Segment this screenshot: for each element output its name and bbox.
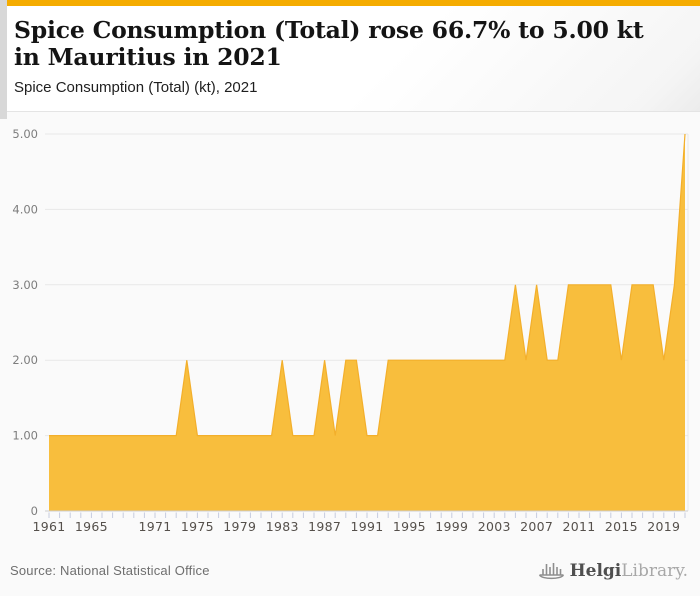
area-series-line bbox=[49, 133, 686, 437]
page-subtitle: Spice Consumption (Total) (kt), 2021 bbox=[14, 78, 258, 96]
source-text: Source: National Statistical Office bbox=[10, 563, 210, 578]
y-axis-label: 2.00 bbox=[12, 353, 38, 367]
x-axis-label: 1987 bbox=[308, 519, 341, 534]
y-axis-label: 5.00 bbox=[12, 127, 38, 141]
x-axis-label: 2019 bbox=[647, 519, 680, 534]
x-axis-label: 1965 bbox=[75, 519, 108, 534]
x-axis-label: 2015 bbox=[605, 519, 638, 534]
page-left-edge bbox=[0, 0, 7, 119]
x-axis-label: 1999 bbox=[435, 519, 468, 534]
y-axis-label: 0 bbox=[31, 504, 38, 518]
header-card: Spice Consumption (Total) rose 66.7% to … bbox=[7, 0, 700, 112]
x-axis-label: 1979 bbox=[223, 519, 256, 534]
y-axis-label: 3.00 bbox=[12, 278, 38, 292]
helgi-logo-icon bbox=[538, 563, 564, 580]
x-axis-label: 2007 bbox=[520, 519, 553, 534]
chart-area: 5.00 4.00 3.00 2.00 1.00 0 1961 1965 1971 1975 197… bbox=[0, 118, 700, 545]
helgi-logo[interactable]: HelgiLibrary. bbox=[538, 559, 688, 582]
page-title: Spice Consumption (Total) rose 66.7% to … bbox=[14, 16, 644, 72]
x-axis-label: 2011 bbox=[562, 519, 595, 534]
logo-text-light: Library. bbox=[621, 560, 688, 581]
area-series bbox=[49, 134, 685, 511]
x-axis-label: 1995 bbox=[393, 519, 426, 534]
x-axis-label: 1971 bbox=[138, 519, 171, 534]
logo-text-bold: Helgi bbox=[569, 560, 622, 581]
x-axis-label: 2003 bbox=[478, 519, 511, 534]
y-axis-label: 4.00 bbox=[12, 202, 38, 216]
x-axis-label: 1975 bbox=[181, 519, 214, 534]
x-axis-label: 1983 bbox=[266, 519, 299, 534]
x-axis-label: 1961 bbox=[32, 519, 65, 534]
x-axis-label: 1991 bbox=[350, 519, 383, 534]
footer: Source: National Statistical Office Helg… bbox=[0, 545, 700, 596]
logo-text: HelgiLibrary. bbox=[570, 561, 688, 581]
y-axis-label: 1.00 bbox=[12, 429, 38, 443]
